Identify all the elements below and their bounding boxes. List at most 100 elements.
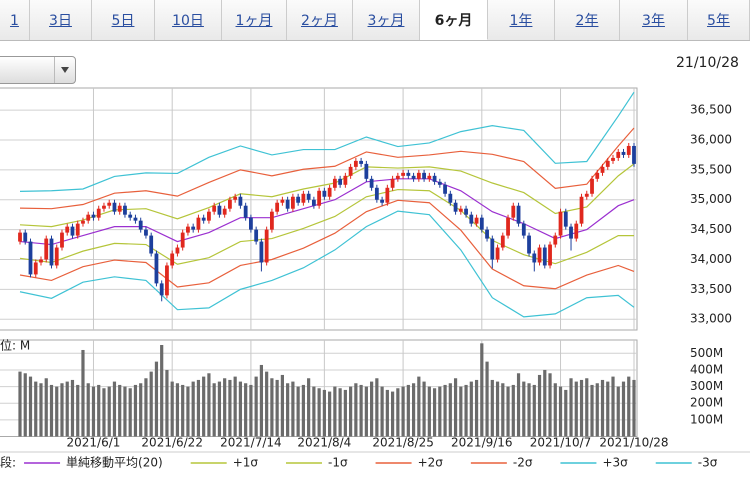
candle-body [385, 187, 390, 203]
candle-body [416, 172, 421, 179]
volume-bar [417, 376, 421, 437]
candle-body [285, 199, 290, 209]
x-tick-label: 2021/6/1 [67, 436, 121, 450]
volume-bar [569, 378, 573, 437]
volume-bar [265, 371, 269, 437]
candle-body [327, 187, 332, 197]
period-tab[interactable]: 5日 [92, 0, 155, 40]
period-tab[interactable]: 6ヶ月 [420, 0, 488, 40]
volume-bar [558, 386, 563, 437]
volume-bar [579, 379, 584, 437]
volume-bar [443, 384, 447, 437]
candle-body [495, 247, 500, 260]
volume-bar [438, 386, 442, 437]
period-tab[interactable]: 1 [0, 0, 30, 40]
volume-bar [149, 371, 153, 437]
volume-bar [70, 379, 75, 437]
volume-bar [154, 361, 159, 437]
period-tab[interactable]: 3ヶ月 [353, 0, 420, 40]
volume-bar [322, 389, 326, 437]
candle-body [600, 166, 605, 173]
candle-body [311, 199, 316, 206]
period-tab[interactable]: 2ヶ月 [287, 0, 353, 40]
volume-bar [537, 374, 542, 437]
volume-bar [432, 388, 437, 437]
candle-body [390, 178, 395, 188]
volume-bar [611, 376, 615, 437]
volume-bar [532, 384, 536, 437]
candle-body [149, 235, 154, 254]
volume-bar [627, 376, 631, 437]
volume-bar [244, 383, 248, 437]
volume-bar [621, 381, 626, 437]
candle-body [117, 205, 122, 212]
period-tab[interactable]: 2年 [555, 0, 620, 40]
band-line [19, 199, 635, 290]
candle-body [138, 220, 143, 230]
candle-body [28, 241, 33, 275]
candle-body [474, 217, 479, 224]
candle-body [70, 226, 75, 236]
price-panel [0, 87, 638, 331]
volume-bar [317, 388, 321, 437]
volume-bar [165, 369, 169, 437]
candle-body [605, 160, 610, 167]
volume-bar [39, 383, 43, 437]
period-tab[interactable]: 1年 [488, 0, 555, 40]
period-tab[interactable]: 5年 [688, 0, 750, 40]
candle-body [542, 247, 547, 266]
date: 21/10/28 [676, 55, 739, 71]
volume-bar [516, 373, 521, 437]
y-tick-label: 33,000 [690, 312, 732, 326]
volume-bar [616, 386, 620, 437]
dropdown[interactable] [0, 56, 76, 84]
volume-bar [422, 381, 426, 437]
volume-bar [396, 388, 400, 437]
volume-bar [238, 381, 243, 437]
candle-body [222, 208, 227, 215]
volume-bar [501, 383, 505, 437]
volume-bar [401, 386, 405, 437]
volume-bar [527, 383, 531, 437]
legend-label: +3σ [602, 456, 628, 470]
volume-tick-label: 500M [690, 346, 723, 360]
band-line [19, 188, 634, 265]
candle-body [243, 205, 248, 218]
volume-bar [585, 378, 589, 437]
volume-bar [349, 386, 353, 437]
candle-body [322, 190, 327, 197]
period-tab[interactable]: 3年 [620, 0, 688, 40]
volume-bar [511, 384, 515, 437]
candle-body [96, 208, 101, 218]
volume-tick-label: 200M [690, 396, 723, 410]
candle-body [217, 205, 222, 215]
volume-bar [390, 391, 395, 437]
candle-body [380, 199, 385, 203]
volume-bar [574, 381, 578, 437]
candle-body [422, 172, 426, 179]
candle-body [306, 193, 311, 200]
candle-body [91, 214, 96, 218]
candle-body [632, 145, 636, 164]
candle-body [290, 196, 295, 209]
candle-body [621, 151, 626, 155]
volume-bar [333, 386, 337, 437]
candle-body [180, 232, 185, 248]
volume-bar [233, 376, 237, 437]
candle-body [18, 232, 22, 242]
candle-body [411, 175, 416, 179]
volume-bar [207, 373, 211, 437]
candle-body [301, 193, 306, 203]
candle-body [406, 172, 411, 176]
candle-body [579, 196, 584, 224]
candle-body [395, 175, 400, 179]
legend-label: -1σ [328, 456, 348, 470]
candle-body [574, 223, 579, 239]
period-tab[interactable]: 3日 [30, 0, 92, 40]
volume-bar [223, 378, 227, 437]
period-tab[interactable]: 10日 [155, 0, 222, 40]
volume-bar [280, 374, 284, 437]
candle-body [144, 229, 148, 236]
volume-bar [34, 381, 38, 437]
period-tab[interactable]: 1ヶ月 [222, 0, 287, 40]
